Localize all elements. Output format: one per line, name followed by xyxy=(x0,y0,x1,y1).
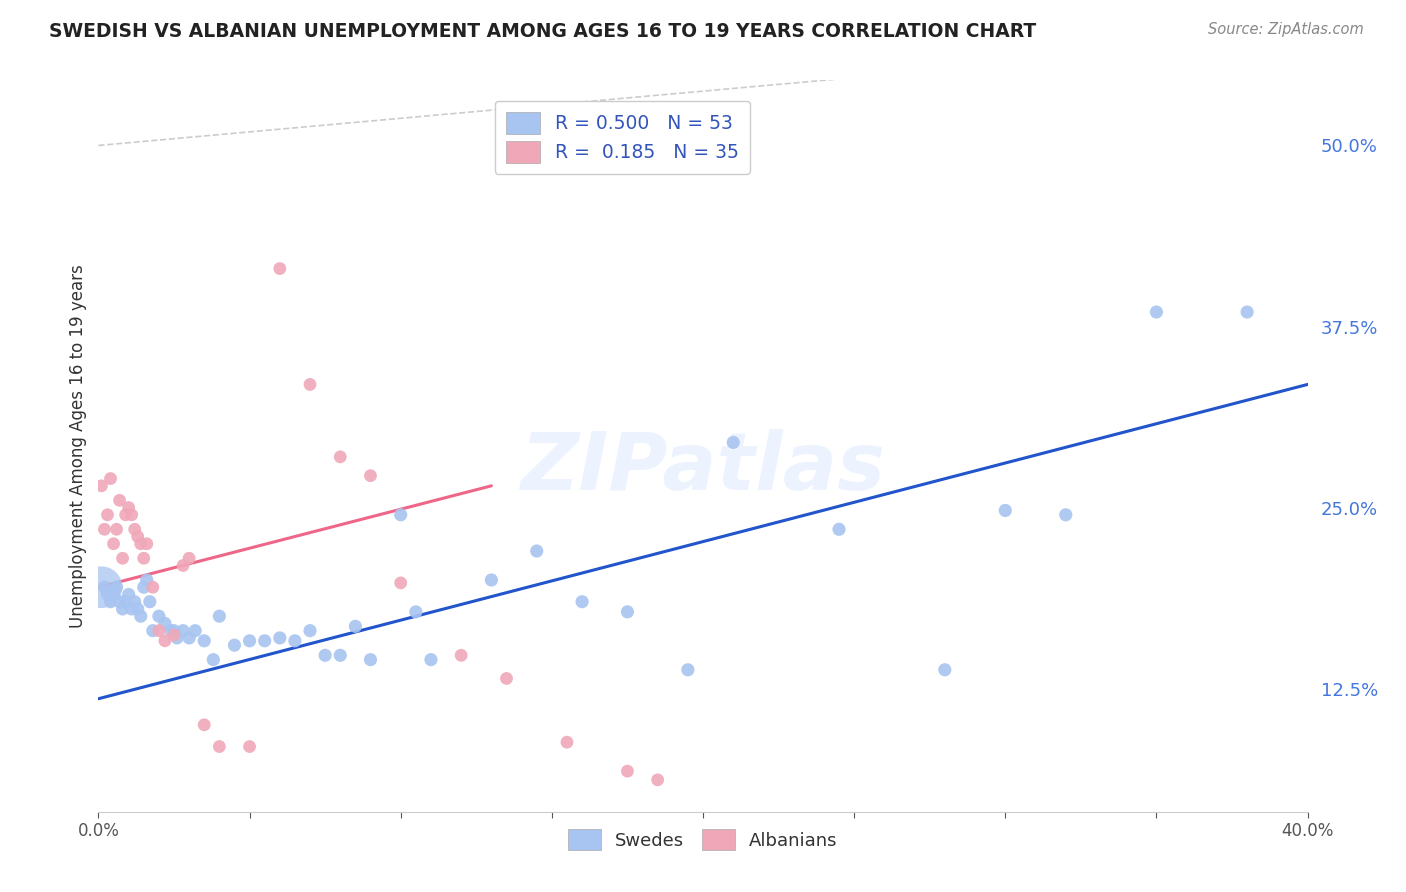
Point xyxy=(495,672,517,686)
Point xyxy=(299,377,322,392)
Point xyxy=(299,624,322,638)
Point xyxy=(121,508,143,522)
Point xyxy=(269,261,291,276)
Point xyxy=(96,587,118,601)
Point xyxy=(100,472,122,486)
Point xyxy=(118,587,141,601)
Point xyxy=(148,624,170,638)
Point xyxy=(526,544,548,558)
Point xyxy=(329,648,352,663)
Point xyxy=(105,580,128,594)
Legend: Swedes, Albanians: Swedes, Albanians xyxy=(561,822,845,857)
Point xyxy=(647,772,669,787)
Point xyxy=(142,580,165,594)
Point xyxy=(166,631,188,645)
Point xyxy=(153,616,176,631)
Point xyxy=(193,633,215,648)
Point xyxy=(224,638,246,652)
Point xyxy=(450,648,472,663)
Point xyxy=(124,522,146,536)
Point xyxy=(135,537,157,551)
Point xyxy=(344,619,367,633)
Point xyxy=(184,624,207,638)
Point xyxy=(676,663,699,677)
Point xyxy=(160,624,183,638)
Point xyxy=(129,609,152,624)
Point xyxy=(100,595,122,609)
Point xyxy=(314,648,336,663)
Point xyxy=(118,500,141,515)
Point xyxy=(114,595,136,609)
Point xyxy=(329,450,352,464)
Point xyxy=(114,508,136,522)
Point xyxy=(111,602,134,616)
Point xyxy=(253,633,276,648)
Y-axis label: Unemployment Among Ages 16 to 19 years: Unemployment Among Ages 16 to 19 years xyxy=(69,264,87,628)
Point xyxy=(994,503,1017,517)
Point xyxy=(127,602,149,616)
Point xyxy=(389,575,412,590)
Point xyxy=(163,624,186,638)
Point xyxy=(153,633,176,648)
Point xyxy=(93,522,115,536)
Point xyxy=(420,653,443,667)
Point xyxy=(135,573,157,587)
Point xyxy=(139,595,162,609)
Point xyxy=(103,537,125,551)
Point xyxy=(934,663,956,677)
Point xyxy=(571,595,593,609)
Text: Source: ZipAtlas.com: Source: ZipAtlas.com xyxy=(1208,22,1364,37)
Point xyxy=(616,764,638,779)
Point xyxy=(163,628,186,642)
Point xyxy=(90,479,112,493)
Point xyxy=(239,739,262,754)
Text: SWEDISH VS ALBANIAN UNEMPLOYMENT AMONG AGES 16 TO 19 YEARS CORRELATION CHART: SWEDISH VS ALBANIAN UNEMPLOYMENT AMONG A… xyxy=(49,22,1036,41)
Point xyxy=(360,468,382,483)
Point xyxy=(1054,508,1077,522)
Point xyxy=(208,609,231,624)
Point xyxy=(389,508,412,522)
Point xyxy=(121,602,143,616)
Point xyxy=(124,595,146,609)
Point xyxy=(179,551,201,566)
Point xyxy=(132,551,155,566)
Point xyxy=(481,573,503,587)
Point xyxy=(129,537,152,551)
Point xyxy=(93,580,115,594)
Point xyxy=(108,493,131,508)
Text: ZIPatlas: ZIPatlas xyxy=(520,429,886,507)
Point xyxy=(193,718,215,732)
Point xyxy=(828,522,851,536)
Point xyxy=(105,522,128,536)
Point xyxy=(555,735,578,749)
Point xyxy=(1144,305,1167,319)
Point xyxy=(111,551,134,566)
Point xyxy=(284,633,307,648)
Point xyxy=(269,631,291,645)
Point xyxy=(103,587,125,601)
Point xyxy=(90,580,112,594)
Point xyxy=(360,653,382,667)
Point xyxy=(405,605,427,619)
Point xyxy=(202,653,225,667)
Point xyxy=(142,624,165,638)
Point xyxy=(723,435,745,450)
Point xyxy=(172,624,194,638)
Point xyxy=(132,580,155,594)
Point xyxy=(616,605,638,619)
Point xyxy=(239,633,262,648)
Point xyxy=(108,595,131,609)
Point xyxy=(127,529,149,543)
Point xyxy=(96,508,118,522)
Point xyxy=(172,558,194,573)
Point xyxy=(1236,305,1258,319)
Point xyxy=(208,739,231,754)
Point xyxy=(148,609,170,624)
Point xyxy=(179,631,201,645)
